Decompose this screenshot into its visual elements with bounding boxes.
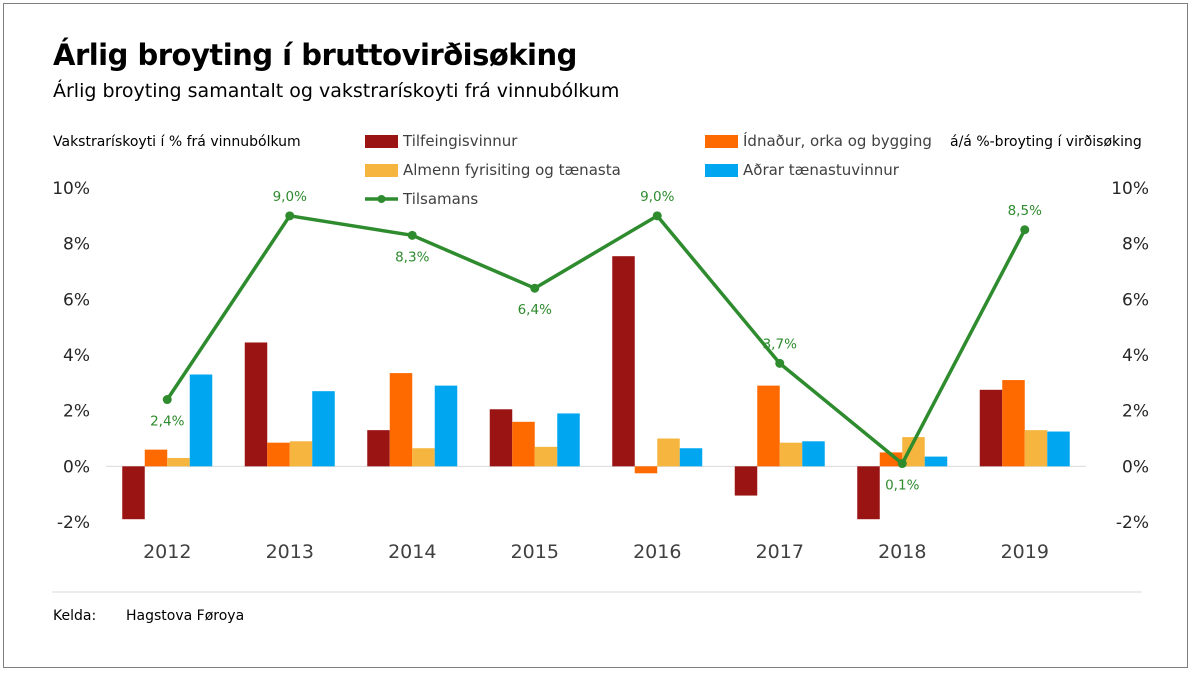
bar-almenn xyxy=(657,438,680,467)
y-left-tick-label: -2% xyxy=(57,513,90,533)
bar-tilfeingisvinnur xyxy=(122,466,145,520)
chart-frame xyxy=(3,3,1188,668)
bar-almenn xyxy=(167,457,190,467)
right-axis-title: á/á %-broyting í virðisøking xyxy=(950,134,1142,150)
bar-tilfeingisvinnur xyxy=(367,430,390,467)
bar-adrar xyxy=(434,385,458,467)
legend-swatch-tilfeingisvinnur xyxy=(365,135,398,148)
bar-tilfeingisvinnur xyxy=(734,466,758,496)
y-right-tick-label: 0% xyxy=(1122,457,1149,477)
bar-idnadur xyxy=(267,442,290,467)
bar-tilfeingisvinnur xyxy=(244,342,268,467)
bar-adrar xyxy=(679,448,703,467)
y-right-tick-label: 4% xyxy=(1122,346,1149,366)
bar-almenn xyxy=(779,442,803,467)
y-left-tick-label: 6% xyxy=(63,290,90,310)
bar-adrar xyxy=(557,413,580,467)
bar-almenn xyxy=(289,441,313,467)
y-right-tick-label: 10% xyxy=(1111,179,1149,199)
y-left-tick-label: 10% xyxy=(52,179,90,199)
bar-tilfeingisvinnur xyxy=(489,409,513,467)
line-data-label: 9,0% xyxy=(273,189,307,205)
bar-idnadur xyxy=(512,421,535,467)
left-axis-title: Vakstrarískoyti í % frá vinnubólkum xyxy=(53,134,301,150)
chart-title: Árlig broyting í bruttovirðisøking xyxy=(53,38,577,72)
bar-almenn xyxy=(902,437,925,467)
bar-idnadur xyxy=(634,466,658,474)
x-category-label: 2018 xyxy=(878,541,926,563)
bar-idnadur xyxy=(144,449,168,467)
source-label: Kelda: xyxy=(53,608,97,624)
line-marker xyxy=(897,459,907,469)
chart-subtitle: Árlig broyting samantalt og vakstrarísko… xyxy=(53,80,620,102)
bar-adrar xyxy=(189,374,213,467)
x-category-label: 2013 xyxy=(266,541,314,563)
legend-swatch-idnadur xyxy=(705,135,738,148)
line-marker xyxy=(652,211,662,221)
x-category-label: 2019 xyxy=(1001,541,1049,563)
line-marker xyxy=(1020,225,1030,235)
line-data-label: 8,5% xyxy=(1008,203,1042,219)
bar-tilfeingisvinnur xyxy=(979,389,1003,467)
bar-idnadur xyxy=(879,452,903,467)
y-right-tick-label: -2% xyxy=(1116,513,1149,533)
x-category-label: 2014 xyxy=(388,541,436,563)
legend-swatch-adrar xyxy=(705,164,738,177)
line-marker xyxy=(162,395,172,405)
legend-label-tilsamans: Tilsamans xyxy=(402,190,478,208)
y-right-tick-label: 2% xyxy=(1122,402,1149,422)
line-data-label: 8,3% xyxy=(395,249,429,265)
line-marker xyxy=(407,230,417,240)
bar-almenn xyxy=(1024,430,1048,467)
y-left-tick-label: 0% xyxy=(63,457,90,477)
line-tilsamans xyxy=(165,214,1027,466)
bar-adrar xyxy=(312,391,335,467)
line-marker xyxy=(285,211,295,221)
bar-tilfeingisvinnur xyxy=(612,256,635,467)
y-right-tick-label: 6% xyxy=(1122,290,1149,310)
bar-idnadur xyxy=(389,373,413,467)
y-right-tick-label: 8% xyxy=(1122,235,1149,255)
legend-label-tilfeingisvinnur: Tilfeingisvinnur xyxy=(402,132,518,150)
legend-label-adrar: Aðrar tænastuvinnur xyxy=(743,161,900,179)
x-category-label: 2017 xyxy=(756,541,804,563)
legend-label-idnadur: Ídnaður, orka og bygging xyxy=(743,131,932,150)
line-marker xyxy=(775,358,785,368)
y-left-tick-label: 8% xyxy=(63,235,90,255)
y-left-tick-label: 4% xyxy=(63,346,90,366)
legend-swatch-almenn xyxy=(365,164,398,177)
bar-adrar xyxy=(924,456,948,467)
legend-label-almenn: Almenn fyrisiting og tænasta xyxy=(403,161,621,179)
legend-marker-tilsamans xyxy=(377,195,386,203)
x-category-label: 2016 xyxy=(633,541,681,563)
bar-idnadur xyxy=(757,385,780,467)
line-data-label: 9,0% xyxy=(640,189,674,205)
line-marker xyxy=(530,283,540,293)
source-value: Hagstova Føroya xyxy=(126,608,245,624)
line-data-label: 0,1% xyxy=(885,478,919,494)
bar-almenn xyxy=(534,446,558,467)
bar-adrar xyxy=(1047,431,1070,467)
bar-idnadur xyxy=(1002,380,1025,467)
bar-tilfeingisvinnur xyxy=(857,466,880,520)
line-data-label: 3,7% xyxy=(763,336,797,352)
y-left-tick-label: 2% xyxy=(63,402,90,422)
bar-almenn xyxy=(412,448,435,467)
line-data-label: 6,4% xyxy=(518,302,552,318)
bar-adrar xyxy=(802,441,825,467)
line-data-label: 2,4% xyxy=(150,414,184,430)
x-category-label: 2015 xyxy=(511,541,559,563)
x-category-label: 2012 xyxy=(143,541,191,563)
